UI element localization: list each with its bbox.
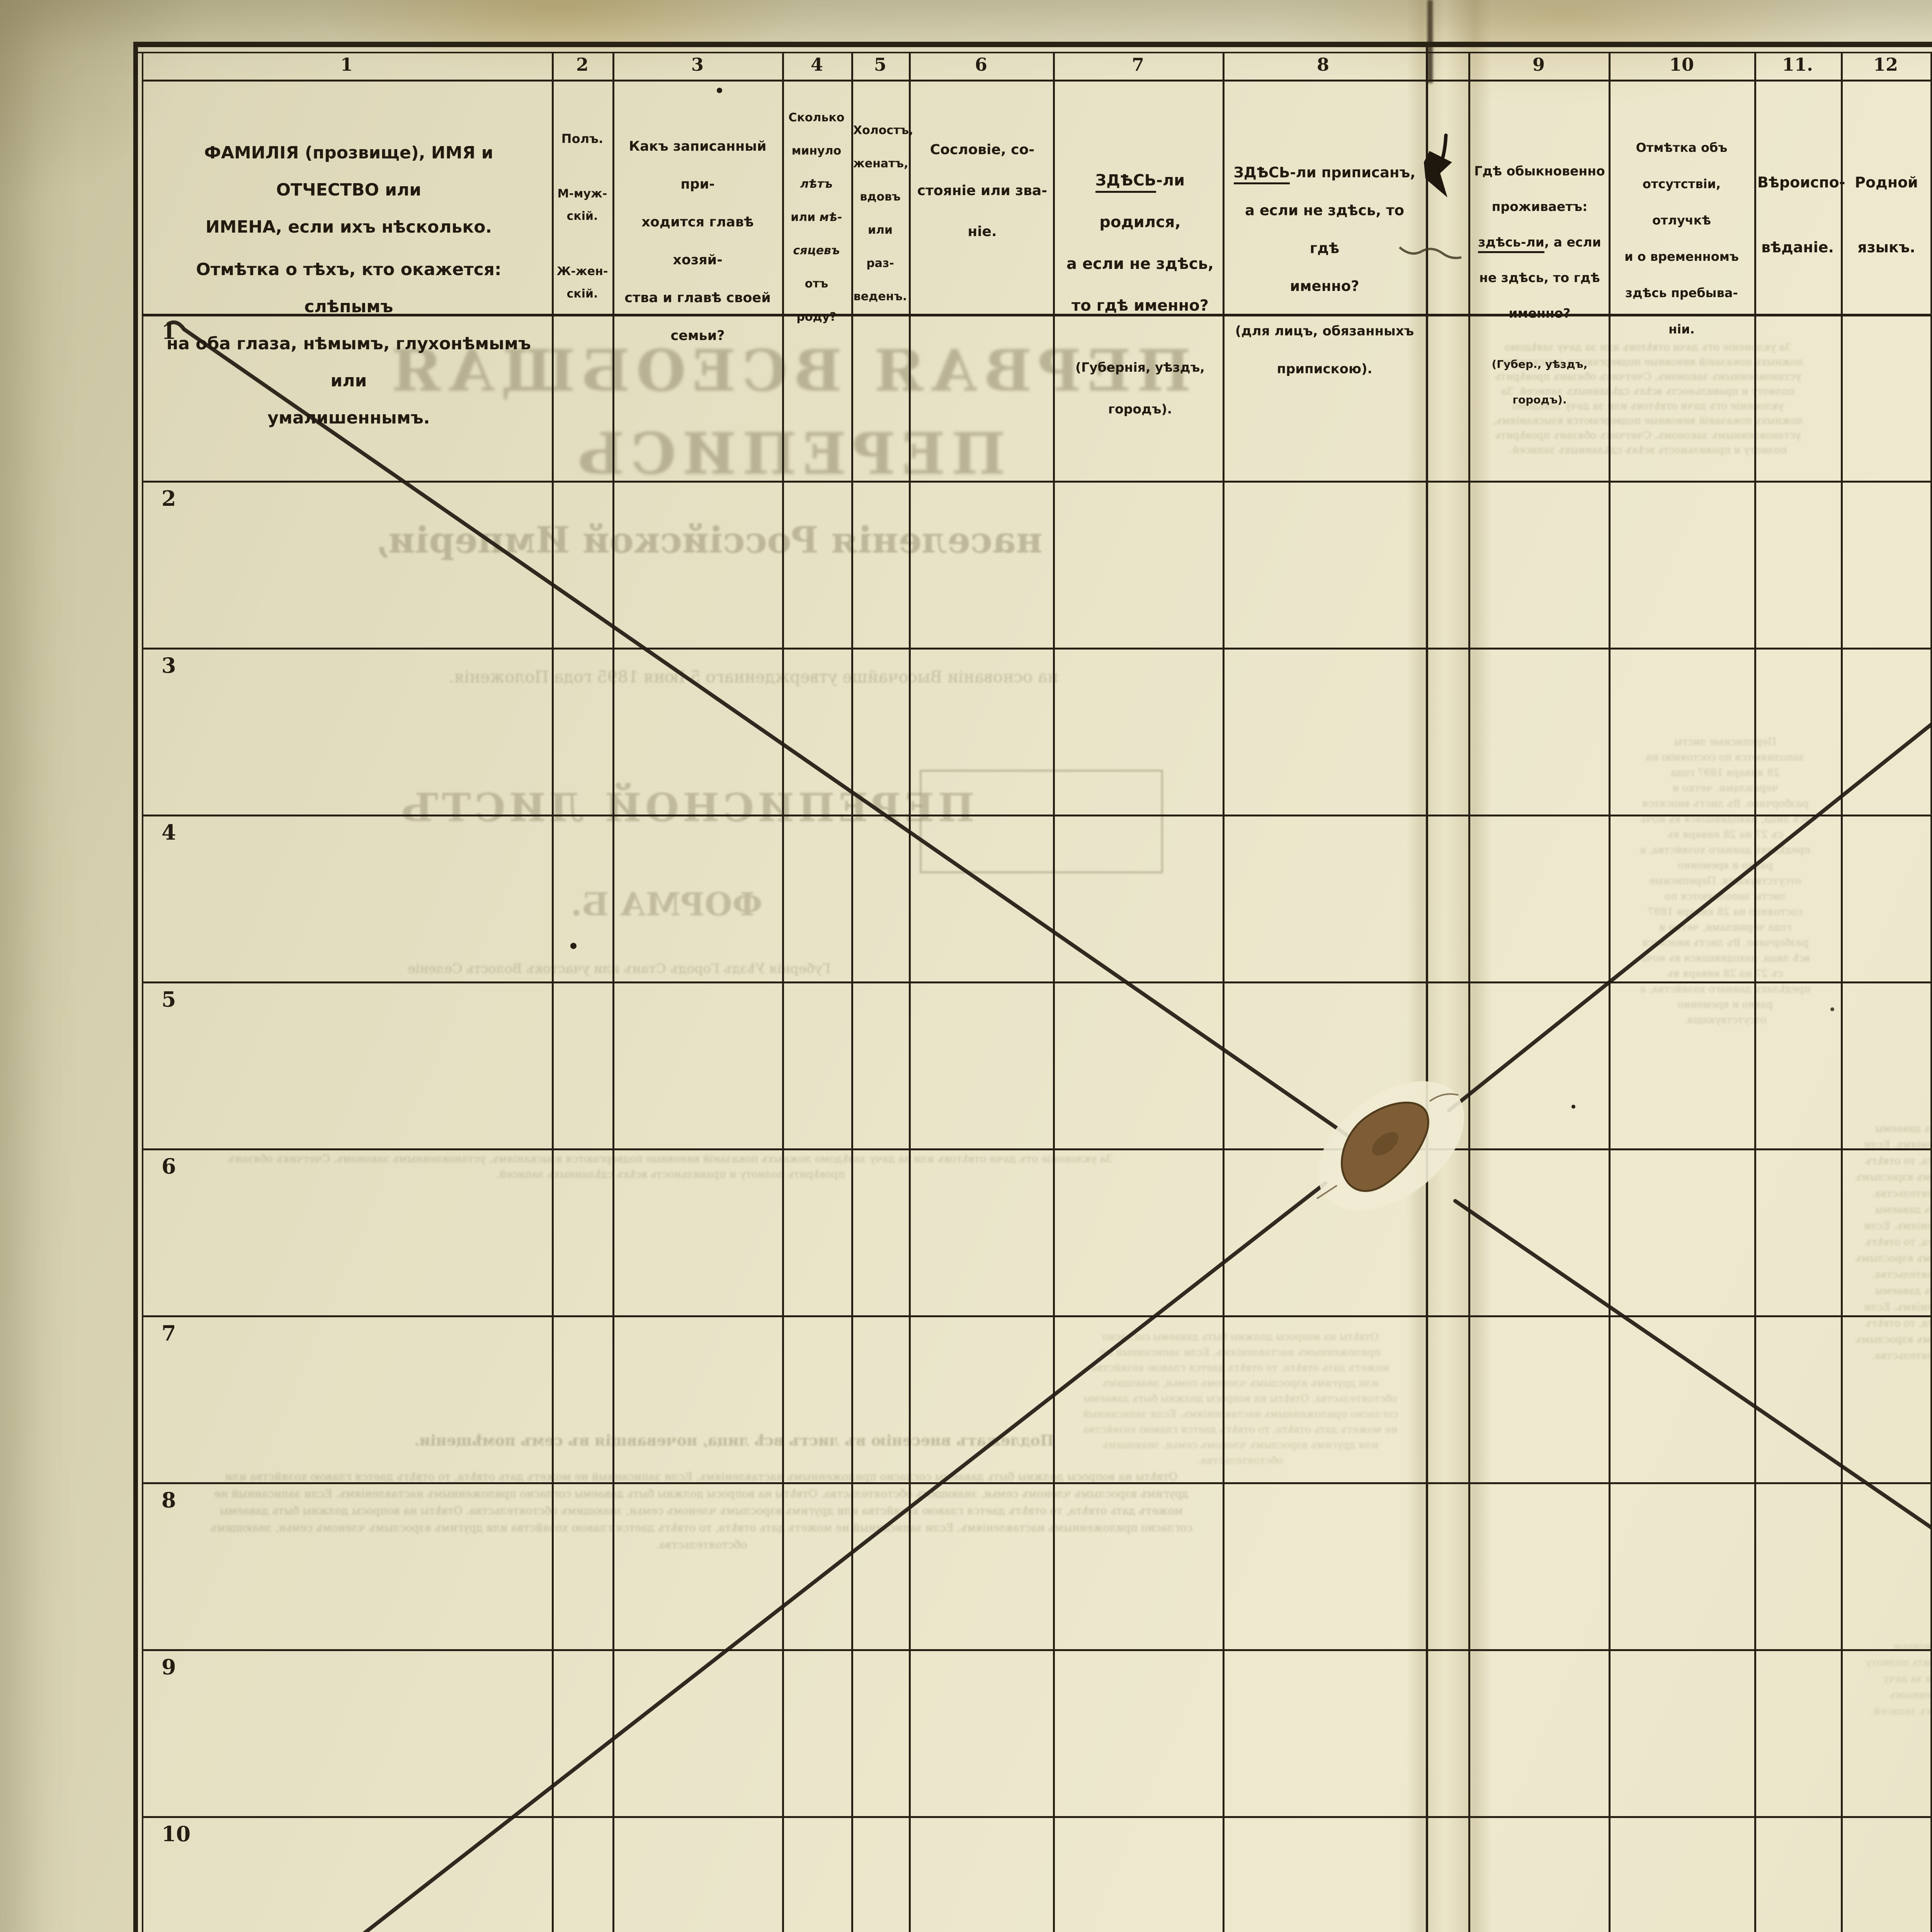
column-8-underlined: ЗДѢСЬ xyxy=(1233,164,1290,184)
column-number: 3 xyxy=(691,54,704,75)
column-number: 4 xyxy=(810,54,823,75)
row-number: 4 xyxy=(162,820,176,845)
column-2-male: М-муж- скій. xyxy=(557,187,607,223)
row-number: 8 xyxy=(162,1488,176,1512)
column-4-text: отъ роду? xyxy=(796,277,837,324)
column-number: 6 xyxy=(975,54,987,75)
column-4-text: Сколько минуло xyxy=(788,111,845,158)
row-number: 2 xyxy=(162,486,176,511)
column-7-header: ЗДѢСЬ-ли родился, а если не здѣсь, то гд… xyxy=(1058,118,1222,472)
column-10-header: Отмѣтка объ отсутствіи, отлучкѣ и о врем… xyxy=(1624,140,1739,337)
column-9-text: , а если не здѣсь, то гдѣ именно? xyxy=(1479,235,1601,321)
row-line xyxy=(142,481,1932,483)
column-number: 8 xyxy=(1316,54,1329,75)
column-1-header: ФАМИЛІЯ (прозвище), ИМЯ и ОТЧЕСТВО или И… xyxy=(153,97,545,474)
row-line xyxy=(142,1315,1932,1317)
row-line xyxy=(142,1816,1932,1818)
column-9-header: Гдѣ обыкновенно проживаетъ: здѣсь-ли, а … xyxy=(1473,118,1606,453)
column-7-underlined: ЗДѢСЬ xyxy=(1095,172,1156,193)
column-4-text-italic: лѣтъ xyxy=(800,177,833,191)
row-number: 9 xyxy=(162,1655,176,1679)
column-number: 5 xyxy=(874,54,886,75)
column-number: 1 xyxy=(340,54,353,75)
column-2-title: Полъ. xyxy=(561,131,604,146)
column-3-header: Какъ записанный при- ходится главѣ хозяй… xyxy=(624,139,771,344)
row-line xyxy=(142,981,1932,983)
table-border-top-inner xyxy=(133,52,1932,53)
column-4-text: или xyxy=(791,211,816,224)
column-5-header: Холостъ, женатъ, вдовъ или раз- веденъ. xyxy=(853,124,913,303)
group-13-14-underline xyxy=(1930,136,1932,138)
row-line xyxy=(142,1649,1932,1651)
column-number: 9 xyxy=(1532,54,1545,75)
column-number: 11. xyxy=(1782,54,1813,75)
column-number: 10 xyxy=(1669,54,1694,75)
column-4-text-italic: мѣ- сяцевъ xyxy=(793,211,842,257)
column-9-underlined: здѣсь-ли xyxy=(1478,235,1544,253)
header-bottom-line xyxy=(142,314,1932,316)
column-2-header: Полъ. М-муж- скій. Ж-жен- скій. xyxy=(554,108,611,309)
column-8-text: -ли приписанъ, а если не здѣсь, то гдѣ и… xyxy=(1245,164,1416,294)
row-number: 1 xyxy=(162,319,176,344)
column-8-note: (для лицъ, обязанныхъ припискою). xyxy=(1235,323,1414,377)
row-number: 3 xyxy=(162,653,176,678)
numbers-underline xyxy=(142,80,1932,82)
column-11-header: Вѣроиспо- вѣданіе. xyxy=(1757,174,1845,256)
column-4-header: Сколько минуло лѣтъ или мѣ- сяцевъ отъ р… xyxy=(784,101,849,334)
column-7-note: (Губернія, уѣздъ, городъ). xyxy=(1075,360,1205,417)
row-line xyxy=(142,1148,1932,1150)
row-number: 7 xyxy=(162,1321,176,1345)
row-number: 10 xyxy=(162,1821,191,1846)
column-number: 2 xyxy=(576,54,588,75)
column-6-header: Сословіе, со- стояніе или зва- ніе. xyxy=(917,142,1048,240)
column-number: 7 xyxy=(1131,54,1144,75)
row-number: 6 xyxy=(162,1154,176,1179)
column-8-header: ЗДѢСЬ-ли приписанъ, а если не здѣсь, то … xyxy=(1228,116,1421,426)
column-2-female: Ж-жен- скій. xyxy=(556,265,608,301)
column-7-text: -ли родился, а если не здѣсь, то гдѣ име… xyxy=(1066,172,1214,315)
row-number: 5 xyxy=(162,987,176,1012)
table-border-top xyxy=(133,42,1932,47)
column-1-text-disabilities: Отмѣтка о тѣхъ, кто окажется: слѣпымъ на… xyxy=(166,260,531,428)
ab-labels-underline xyxy=(1930,179,1932,180)
column-12-header: Родной языкъ. xyxy=(1855,174,1918,256)
fold-line-left xyxy=(1426,43,1428,1932)
column-number: 12 xyxy=(1873,54,1898,75)
table-border-left xyxy=(133,42,138,1932)
column-9-note: (Губер., уѣздъ, городъ). xyxy=(1492,358,1588,406)
fold-ink-streak xyxy=(1427,0,1433,83)
row-line xyxy=(142,648,1932,650)
row-line xyxy=(142,1482,1932,1484)
column-9-text: Гдѣ обыкновенно проживаетъ: xyxy=(1474,163,1605,214)
table-border-left-inner xyxy=(142,52,143,1932)
column-1-text-names: ФАМИЛІЯ (прозвище), ИМЯ и ОТЧЕСТВО или И… xyxy=(204,143,493,237)
row-line xyxy=(142,815,1932,816)
